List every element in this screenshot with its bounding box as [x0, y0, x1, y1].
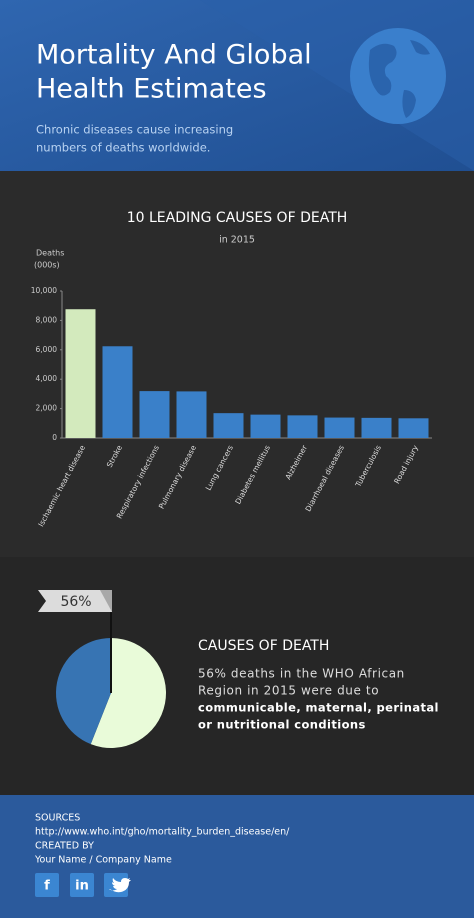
pie-slice [90, 637, 167, 748]
bar [65, 309, 96, 438]
y-axis-label: (000s) [34, 261, 60, 270]
social-button[interactable] [35, 873, 59, 897]
y-tick-label: 8,000 [36, 315, 58, 324]
social-icon: f [44, 879, 50, 894]
bar [287, 415, 318, 438]
bar [398, 418, 429, 438]
title: Mortality And Global [36, 40, 312, 71]
subtitle: numbers of deaths worldwide. [36, 141, 210, 155]
label-flag [38, 590, 112, 612]
twitter-icon [109, 878, 131, 893]
title: Health Estimates [36, 74, 267, 105]
pie-slice [56, 638, 111, 745]
created-label: CREATED BY [35, 841, 94, 852]
bar [213, 413, 244, 438]
label-flag-fold [100, 590, 112, 612]
globe [350, 28, 446, 124]
footer-bg [0, 795, 474, 918]
y-axis-label: Deaths [36, 249, 64, 258]
pie-text-bold: communicable, maternal, perinatal [198, 701, 439, 715]
pie-text: 56% deaths in the WHO African [198, 667, 405, 681]
y-tick-label: 4,000 [36, 374, 58, 383]
pie-title: CAUSES OF DEATH [198, 638, 329, 654]
y-tick-label: 10,000 [31, 286, 57, 295]
y-tick-label: 0 [52, 433, 57, 442]
source-url: http://www.who.int/gho/mortality_burden_… [35, 827, 290, 838]
sources-label: SOURCES [35, 813, 80, 824]
chart-title: 10 LEADING CAUSES OF DEATH [127, 210, 348, 226]
value-label: 56% [60, 594, 91, 610]
bar [250, 414, 281, 438]
social-button[interactable] [70, 873, 94, 897]
y-tick-label: 2,000 [36, 404, 58, 413]
pie-text: Region in 2015 were due to [198, 684, 379, 698]
author: Your Name / Company Name [34, 855, 172, 866]
bar [324, 417, 355, 438]
pie-text-bold: or nutritional conditions [198, 718, 366, 732]
social-icon: in [75, 879, 89, 894]
y-tick-label: 6,000 [36, 345, 58, 354]
subtitle: Chronic diseases cause increasing [36, 123, 233, 137]
bar [176, 391, 207, 438]
bar [139, 391, 170, 438]
chart-subtitle: in 2015 [219, 235, 255, 246]
bar [361, 417, 392, 438]
bar [102, 346, 133, 438]
